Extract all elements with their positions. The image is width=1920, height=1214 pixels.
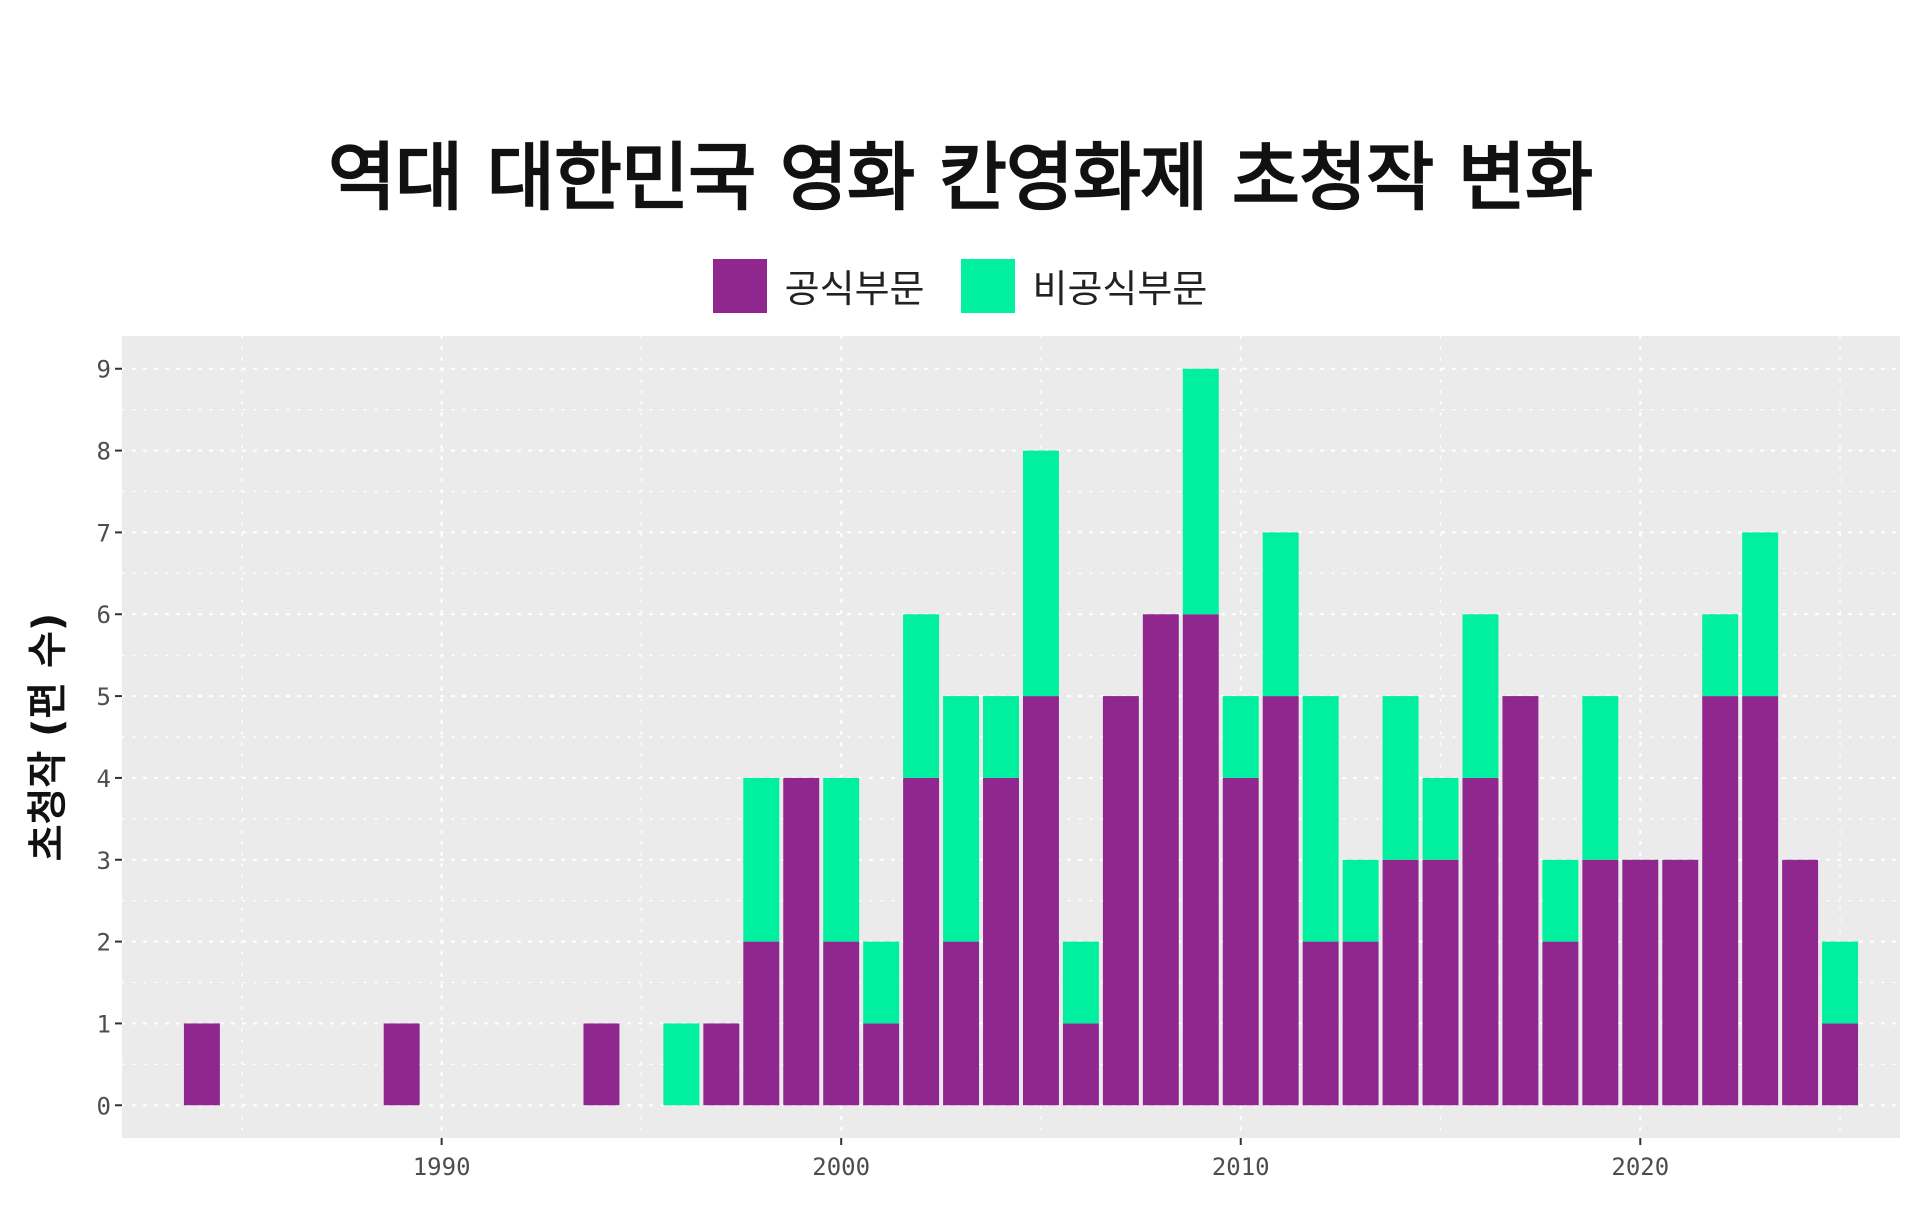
bar-official-2019 bbox=[1582, 859, 1619, 1106]
y-tick-label: 5 bbox=[97, 683, 111, 711]
bar-non-official-2018 bbox=[1542, 859, 1579, 942]
y-tick-label: 6 bbox=[97, 601, 111, 629]
bar-official-2016 bbox=[1462, 777, 1499, 1106]
x-tick-label: 1990 bbox=[413, 1153, 471, 1181]
bar-non-official-2003 bbox=[943, 696, 980, 942]
bar-non-official-2023 bbox=[1742, 532, 1779, 697]
bar-official-2002 bbox=[903, 777, 940, 1106]
bar-official-2000 bbox=[823, 941, 860, 1106]
bar-official-2014 bbox=[1382, 859, 1419, 1106]
chart-title: 역대 대한민국 영화 칸영화제 초청작 변화 bbox=[327, 135, 1593, 221]
bar-official-2010 bbox=[1222, 777, 1259, 1106]
bar-official-2018 bbox=[1542, 941, 1579, 1106]
bar-official-2023 bbox=[1742, 696, 1779, 1106]
x-tick-label: 2010 bbox=[1212, 1153, 1270, 1181]
bar-non-official-2019 bbox=[1582, 696, 1619, 860]
y-tick-label: 2 bbox=[97, 929, 111, 957]
legend-swatch-official bbox=[712, 258, 767, 313]
y-axis-title: 초청작 (편 수) bbox=[25, 613, 71, 861]
legend: 공식부문 비공식부문 bbox=[0, 258, 1920, 313]
bar-non-official-1996 bbox=[663, 1023, 700, 1106]
bar-non-official-2011 bbox=[1262, 532, 1299, 697]
legend-item-official: 공식부문 bbox=[712, 258, 925, 313]
y-tick-label: 0 bbox=[97, 1092, 111, 1120]
bar-non-official-2005 bbox=[1022, 450, 1059, 697]
x-axis: 1990 2000 2010 2020 bbox=[413, 1138, 1669, 1181]
bar-official-2011 bbox=[1262, 696, 1299, 1106]
bar-official-1998 bbox=[743, 941, 780, 1106]
bar-official-1984 bbox=[183, 1023, 220, 1106]
bar-official-1999 bbox=[783, 777, 820, 1106]
bar-non-official-2014 bbox=[1382, 696, 1419, 860]
bar-official-2025 bbox=[1822, 1023, 1859, 1106]
bar-non-official-2010 bbox=[1222, 696, 1259, 778]
bar-official-1989 bbox=[383, 1023, 420, 1106]
y-tick-label: 1 bbox=[97, 1010, 111, 1038]
bar-official-2022 bbox=[1702, 696, 1739, 1106]
x-tick-label: 2000 bbox=[812, 1153, 870, 1181]
bar-official-2006 bbox=[1062, 1023, 1099, 1106]
legend-label-official: 공식부문 bbox=[784, 267, 925, 311]
bar-official-2008 bbox=[1142, 614, 1179, 1106]
bar-official-2020 bbox=[1622, 859, 1659, 1106]
y-tick-label: 7 bbox=[97, 519, 111, 547]
bar-official-2015 bbox=[1422, 859, 1459, 1106]
y-tick-label: 9 bbox=[97, 356, 111, 384]
legend-swatch-non-official bbox=[960, 258, 1015, 313]
bar-official-2024 bbox=[1782, 859, 1819, 1106]
bars-group bbox=[183, 368, 1859, 1106]
y-tick-label: 3 bbox=[97, 847, 111, 875]
bar-official-2017 bbox=[1502, 696, 1539, 1106]
bar-non-official-2015 bbox=[1422, 777, 1459, 860]
bar-non-official-2009 bbox=[1182, 368, 1219, 615]
bar-official-2013 bbox=[1342, 941, 1379, 1106]
bar-non-official-2002 bbox=[903, 614, 940, 778]
bar-non-official-2000 bbox=[823, 777, 860, 942]
legend-item-non-official: 비공식부문 bbox=[960, 258, 1208, 313]
bar-non-official-2001 bbox=[863, 941, 900, 1024]
bar-non-official-2013 bbox=[1342, 859, 1379, 942]
bar-official-2007 bbox=[1102, 696, 1139, 1106]
bar-non-official-2006 bbox=[1062, 941, 1099, 1024]
x-tick-label: 2020 bbox=[1611, 1153, 1669, 1181]
bar-non-official-2004 bbox=[983, 696, 1019, 778]
bar-official-2005 bbox=[1022, 696, 1059, 1106]
bar-non-official-2025 bbox=[1822, 941, 1859, 1024]
bar-non-official-2012 bbox=[1302, 696, 1339, 942]
bar-official-2012 bbox=[1302, 941, 1339, 1106]
bar-official-2021 bbox=[1662, 859, 1699, 1106]
y-axis: 0 1 2 3 4 5 6 7 8 9 bbox=[97, 356, 122, 1120]
bar-official-1997 bbox=[703, 1023, 740, 1106]
y-tick-label: 4 bbox=[97, 765, 111, 793]
bar-official-2003 bbox=[943, 941, 980, 1106]
bar-non-official-1998 bbox=[743, 777, 780, 942]
legend-label-non-official: 비공식부문 bbox=[1032, 267, 1208, 311]
y-tick-label: 8 bbox=[97, 438, 111, 466]
bar-official-2001 bbox=[863, 1023, 900, 1106]
bar-official-2004 bbox=[983, 777, 1019, 1106]
bar-official-1994 bbox=[583, 1023, 620, 1106]
bar-non-official-2022 bbox=[1702, 614, 1739, 697]
bar-non-official-2016 bbox=[1462, 614, 1499, 778]
bar-official-2009 bbox=[1182, 614, 1219, 1106]
